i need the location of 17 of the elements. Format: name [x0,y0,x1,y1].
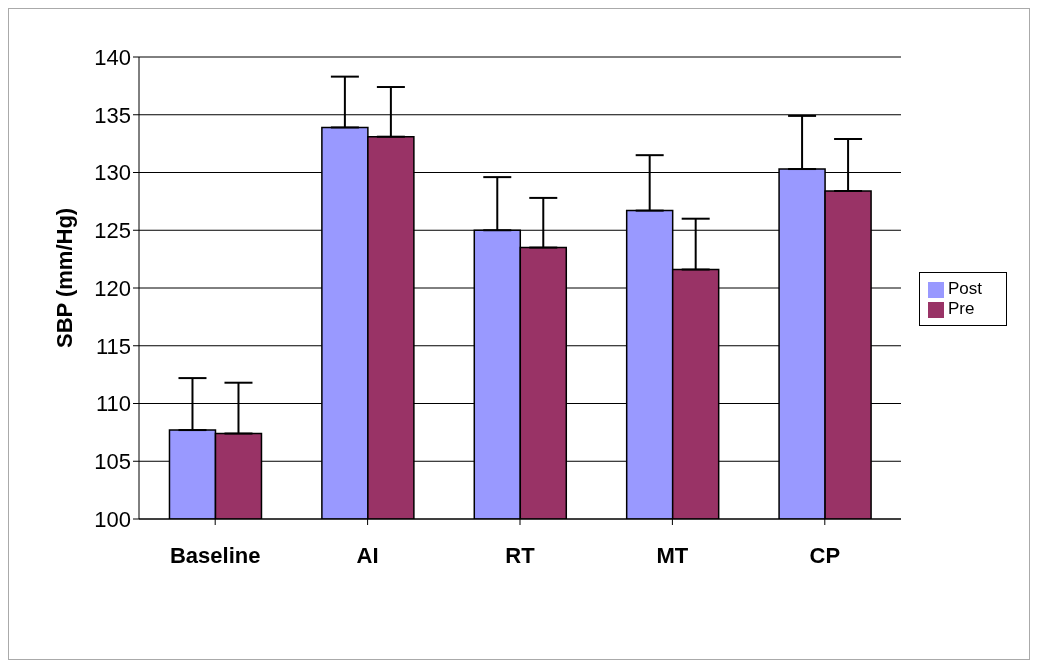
x-tick-label: MT [656,542,689,568]
y-tick-label: 135 [94,102,131,128]
y-tick-label: 130 [94,160,131,186]
y-tick-label: 115 [95,333,131,359]
legend-label: Post [948,279,983,298]
x-tick-label: RT [505,542,536,568]
x-tick-label: Baseline [169,542,261,568]
x-tick-label: AI [356,542,379,568]
y-tick-label: 105 [94,449,131,475]
x-tick-label: CP [809,542,841,568]
y-tick-label: 120 [94,275,131,301]
y-tick-label: 100 [94,506,131,532]
y-tick-label: 125 [94,218,131,244]
y-axis-title: SBP (mm/Hg) [51,207,77,348]
y-tick-label: 140 [94,44,131,70]
y-tick-label: 110 [95,391,131,417]
legend-label: Pre [948,299,975,318]
